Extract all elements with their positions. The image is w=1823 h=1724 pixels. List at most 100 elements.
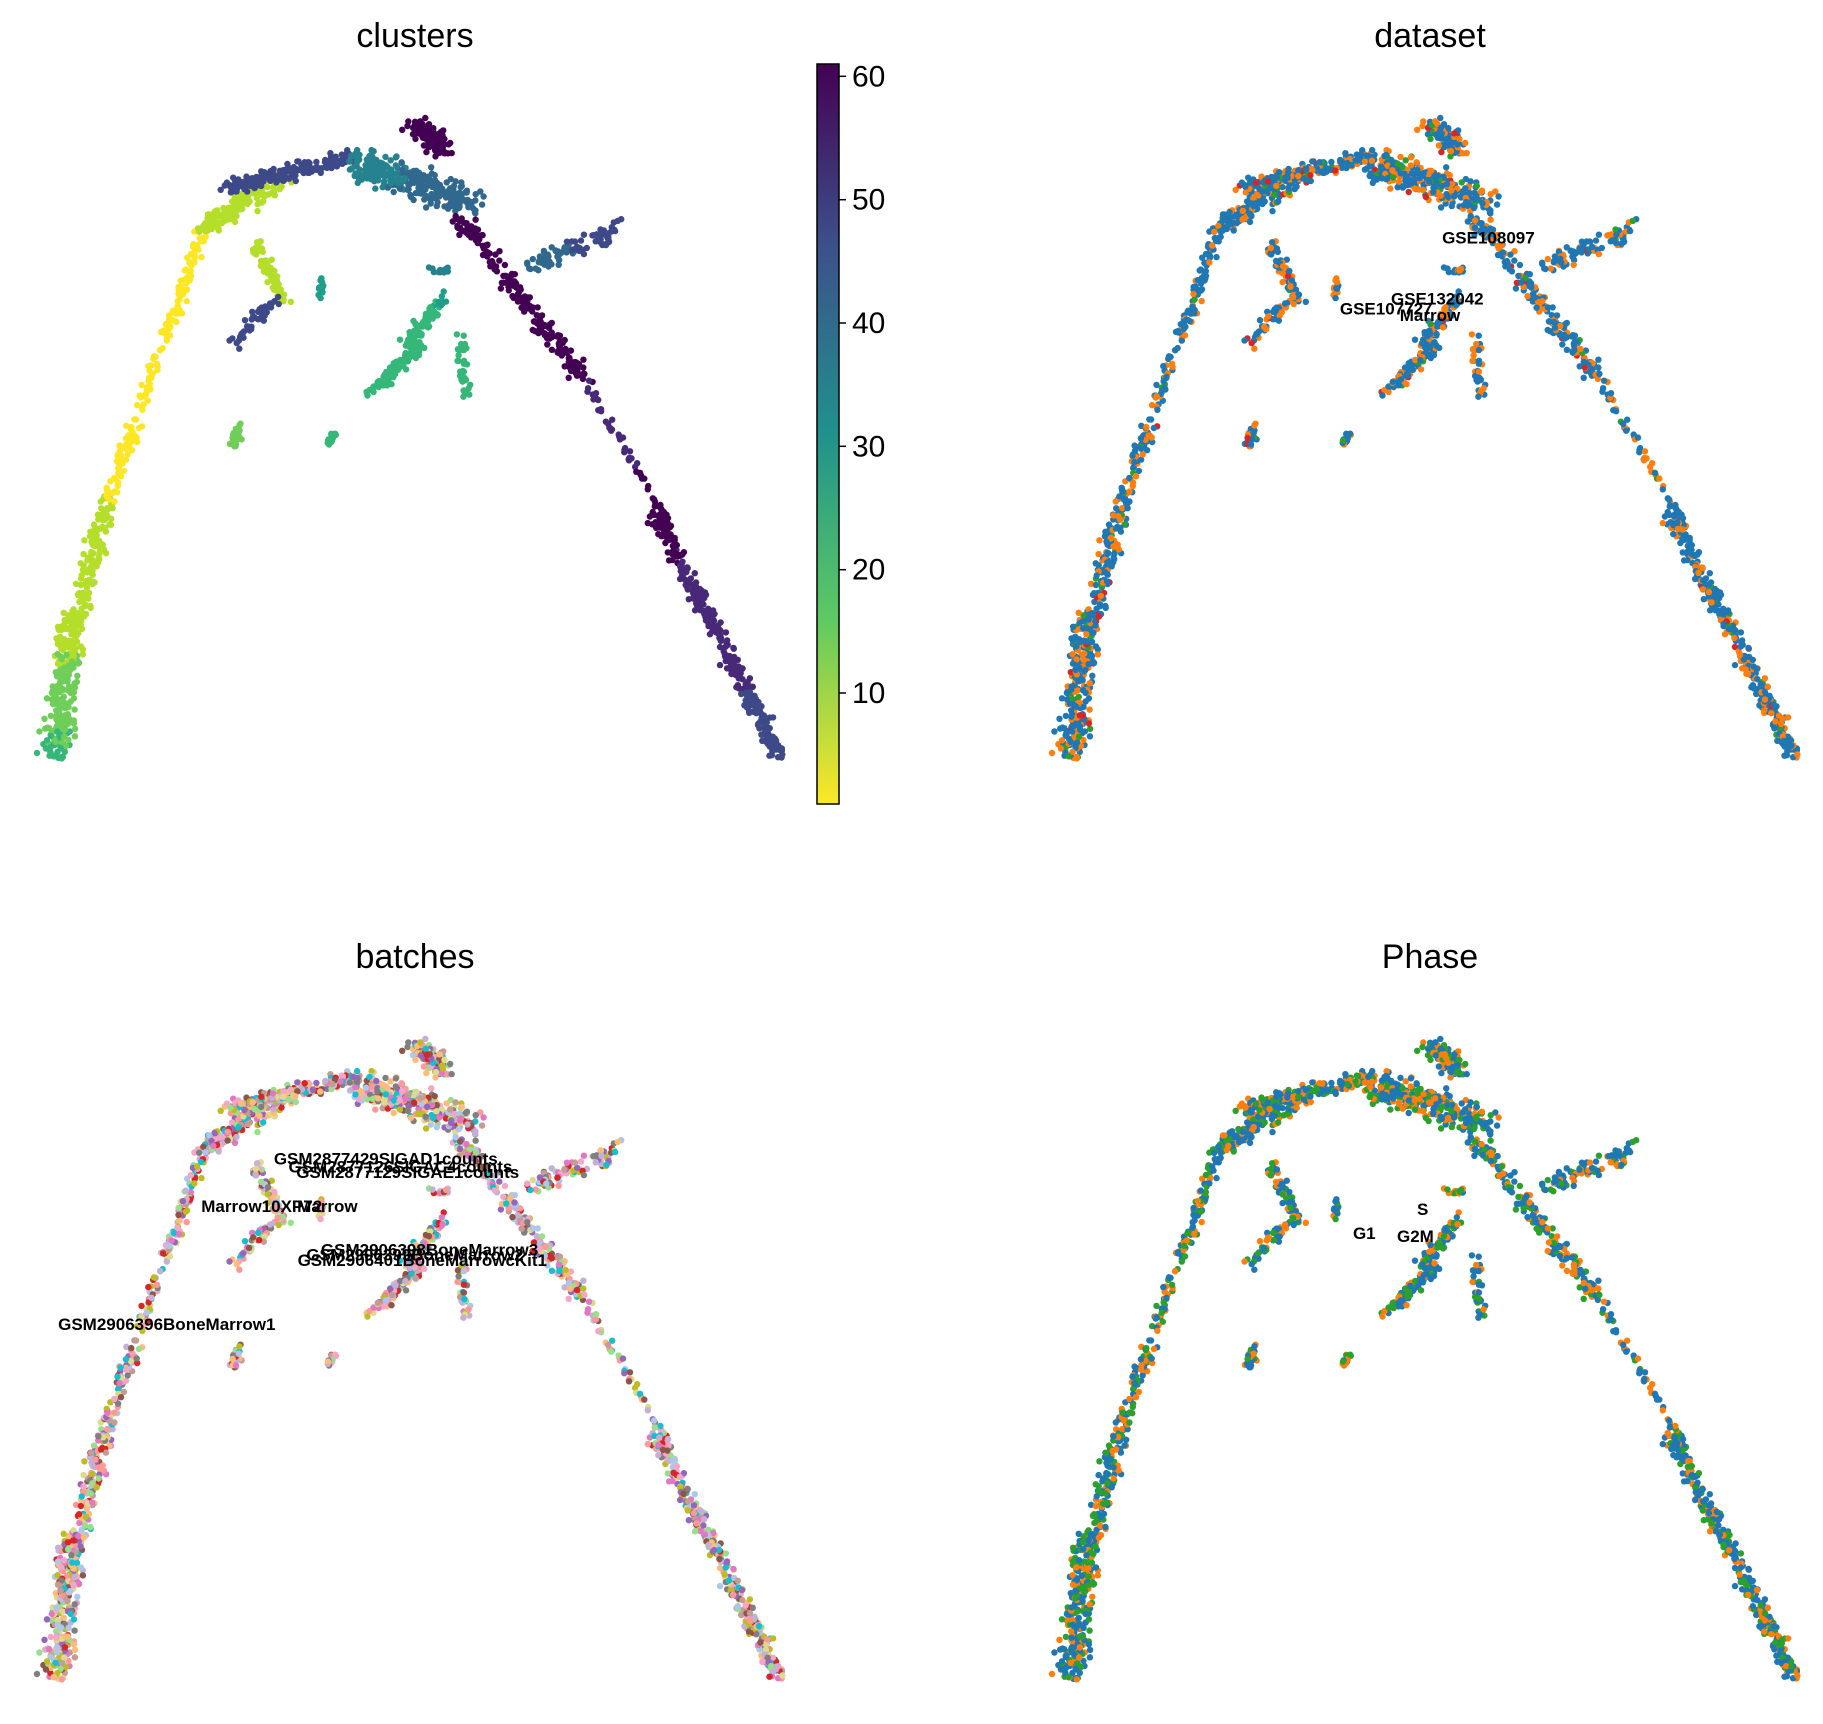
- cell-point: [1417, 366, 1425, 373]
- cell-point: [287, 165, 294, 172]
- cell-point: [1580, 374, 1587, 381]
- cell-point: [363, 175, 371, 182]
- cell-point: [1768, 710, 1775, 717]
- cell-point: [691, 607, 699, 614]
- cell-point: [1475, 346, 1483, 354]
- cell-point: [1058, 695, 1066, 702]
- panel-title: dataset: [1374, 17, 1486, 55]
- cell-point: [104, 504, 111, 512]
- cell-point: [1190, 290, 1197, 298]
- cell-point: [202, 228, 209, 235]
- cell-point: [1265, 313, 1272, 320]
- cell-point: [64, 618, 72, 625]
- cell-point: [1403, 381, 1410, 388]
- cell-point: [419, 323, 426, 330]
- cell-point: [1563, 346, 1571, 353]
- cell-point: [1250, 202, 1257, 210]
- cell-point: [264, 278, 271, 286]
- cell-point: [1290, 300, 1297, 308]
- cell-point: [1781, 752, 1788, 759]
- cell-point: [580, 250, 588, 258]
- cell-point: [42, 745, 50, 752]
- cell-point: [1559, 341, 1566, 348]
- cell-point: [757, 718, 764, 725]
- cell-point: [1095, 613, 1103, 620]
- cell-point: [1273, 172, 1280, 179]
- cell-point: [1082, 689, 1089, 697]
- cell-point: [1618, 240, 1625, 247]
- cell-point: [1396, 381, 1403, 389]
- cell-point: [404, 186, 412, 194]
- cell-point: [1479, 200, 1486, 207]
- cell-point: [1427, 135, 1434, 143]
- cell-point: [608, 427, 615, 434]
- cell-point: [1267, 251, 1274, 258]
- cell-point: [1302, 298, 1310, 305]
- cell-point: [278, 183, 285, 190]
- cell-point: [650, 496, 658, 503]
- cell-point: [465, 385, 472, 392]
- cell-point: [1422, 343, 1429, 351]
- cell-point: [1279, 263, 1287, 270]
- cell-point: [1069, 623, 1077, 630]
- cell-point: [1048, 749, 1056, 757]
- cell-point: [258, 182, 265, 190]
- cell-point: [431, 172, 438, 179]
- cell-point: [691, 570, 698, 577]
- cell-point: [1586, 238, 1594, 245]
- cell-point: [95, 543, 102, 550]
- cell-point: [402, 366, 410, 373]
- cell-point: [1102, 528, 1110, 536]
- cell-point: [472, 191, 479, 198]
- cell-point: [1057, 745, 1065, 752]
- cell-point: [215, 227, 222, 234]
- cell-point: [755, 702, 763, 709]
- cell-point: [1436, 344, 1443, 352]
- cell-point: [1268, 239, 1276, 246]
- cell-point: [1084, 638, 1091, 645]
- cell-point: [1506, 266, 1513, 273]
- cell-point: [472, 236, 479, 244]
- cell-point: [1476, 375, 1483, 382]
- cell-point: [455, 204, 463, 212]
- cell-point: [1267, 244, 1275, 252]
- cell-point: [251, 184, 258, 192]
- cell-point: [1524, 292, 1531, 300]
- cell-point: [1163, 373, 1170, 380]
- cell-point: [605, 420, 612, 428]
- cell-point: [421, 344, 428, 352]
- cell-point: [402, 356, 409, 364]
- cell-point: [1137, 435, 1145, 442]
- cell-point: [415, 189, 422, 196]
- cell-point: [1665, 496, 1673, 503]
- cell-point: [111, 498, 118, 505]
- cell-point: [1419, 122, 1426, 130]
- cell-point: [416, 339, 423, 346]
- cell-point: [571, 238, 579, 245]
- cell-point: [1462, 198, 1470, 206]
- cell-point: [1260, 323, 1268, 331]
- cell-point: [453, 331, 461, 338]
- cell-point: [1377, 163, 1385, 170]
- cell-point: [47, 732, 54, 740]
- cell-point: [1275, 198, 1282, 205]
- cell-point: [1092, 622, 1099, 629]
- cell-point: [100, 513, 107, 520]
- cell-point: [447, 185, 454, 192]
- cell-point: [153, 360, 161, 367]
- cell-point: [1181, 332, 1189, 339]
- cell-point: [1086, 706, 1093, 713]
- cell-point: [54, 660, 62, 667]
- cell-point: [1407, 154, 1415, 161]
- cell-point: [1595, 364, 1602, 371]
- cell-point: [1211, 228, 1218, 235]
- cell-point: [1389, 378, 1397, 386]
- cell-point: [1092, 581, 1100, 589]
- cell-point: [1316, 159, 1323, 166]
- colorbar-tick-label: 20: [852, 554, 885, 587]
- cell-point: [1571, 346, 1578, 354]
- panel-title: clusters: [356, 17, 473, 55]
- cell-point: [70, 661, 77, 668]
- cell-point: [71, 725, 79, 733]
